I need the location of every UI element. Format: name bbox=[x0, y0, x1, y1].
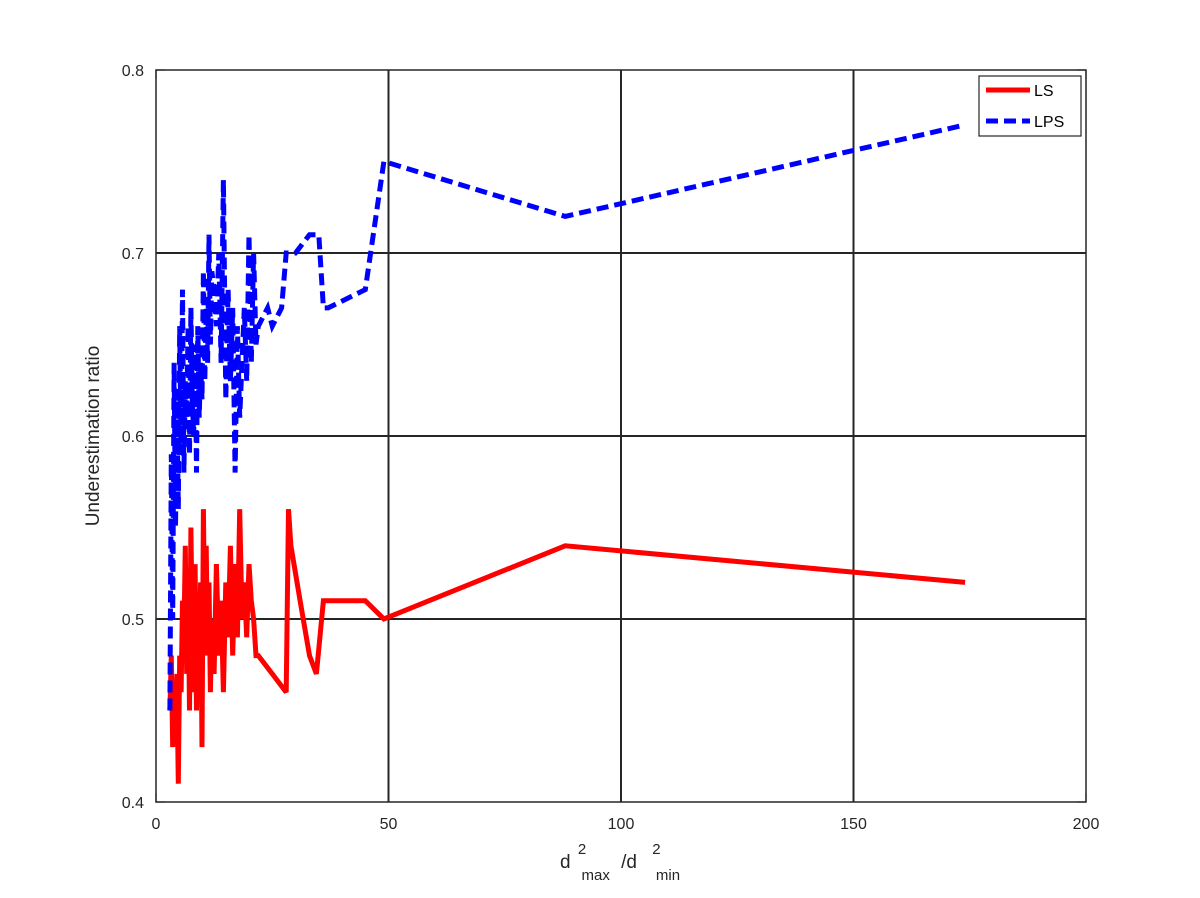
legend-box bbox=[978, 75, 1082, 137]
x-axis-label-sub2: min bbox=[656, 867, 680, 884]
x-tick-label: 200 bbox=[1073, 816, 1100, 833]
y-tick-label: 0.7 bbox=[122, 246, 144, 263]
legend-label-ls: LS bbox=[1034, 83, 1054, 100]
y-tick-label: 0.8 bbox=[122, 63, 144, 80]
y-axis-label: Underestimation ratio bbox=[83, 346, 104, 527]
grid bbox=[156, 70, 1086, 802]
x-axis-label-base1: d bbox=[560, 852, 571, 873]
x-tick-label: 0 bbox=[152, 816, 161, 833]
legend: LS LPS bbox=[978, 75, 1082, 137]
x-tick-label: 150 bbox=[840, 816, 867, 833]
x-axis-label-sep: /d bbox=[621, 852, 637, 873]
series-line-lps bbox=[167, 122, 966, 711]
y-tick-label: 0.6 bbox=[122, 429, 144, 446]
legend-label-lps: LPS bbox=[1034, 114, 1064, 131]
series-layer bbox=[167, 122, 966, 784]
y-tick-label: 0.5 bbox=[122, 612, 144, 629]
tick-labels: 0 50 100 150 200 0.4 0.5 0.6 0.7 0.8 bbox=[122, 63, 1100, 833]
y-tick-label: 0.4 bbox=[122, 795, 144, 812]
x-axis-label-sup1: 2 bbox=[578, 841, 586, 858]
x-axis-label-sub1: max bbox=[581, 867, 610, 884]
x-tick-label: 100 bbox=[608, 816, 635, 833]
x-tick-label: 50 bbox=[380, 816, 398, 833]
x-axis-label: d 2 max /d 2 min bbox=[560, 838, 680, 885]
x-axis-label-sup2: 2 bbox=[652, 841, 660, 858]
series-line-ls bbox=[167, 509, 966, 784]
ticks bbox=[155, 69, 1087, 803]
